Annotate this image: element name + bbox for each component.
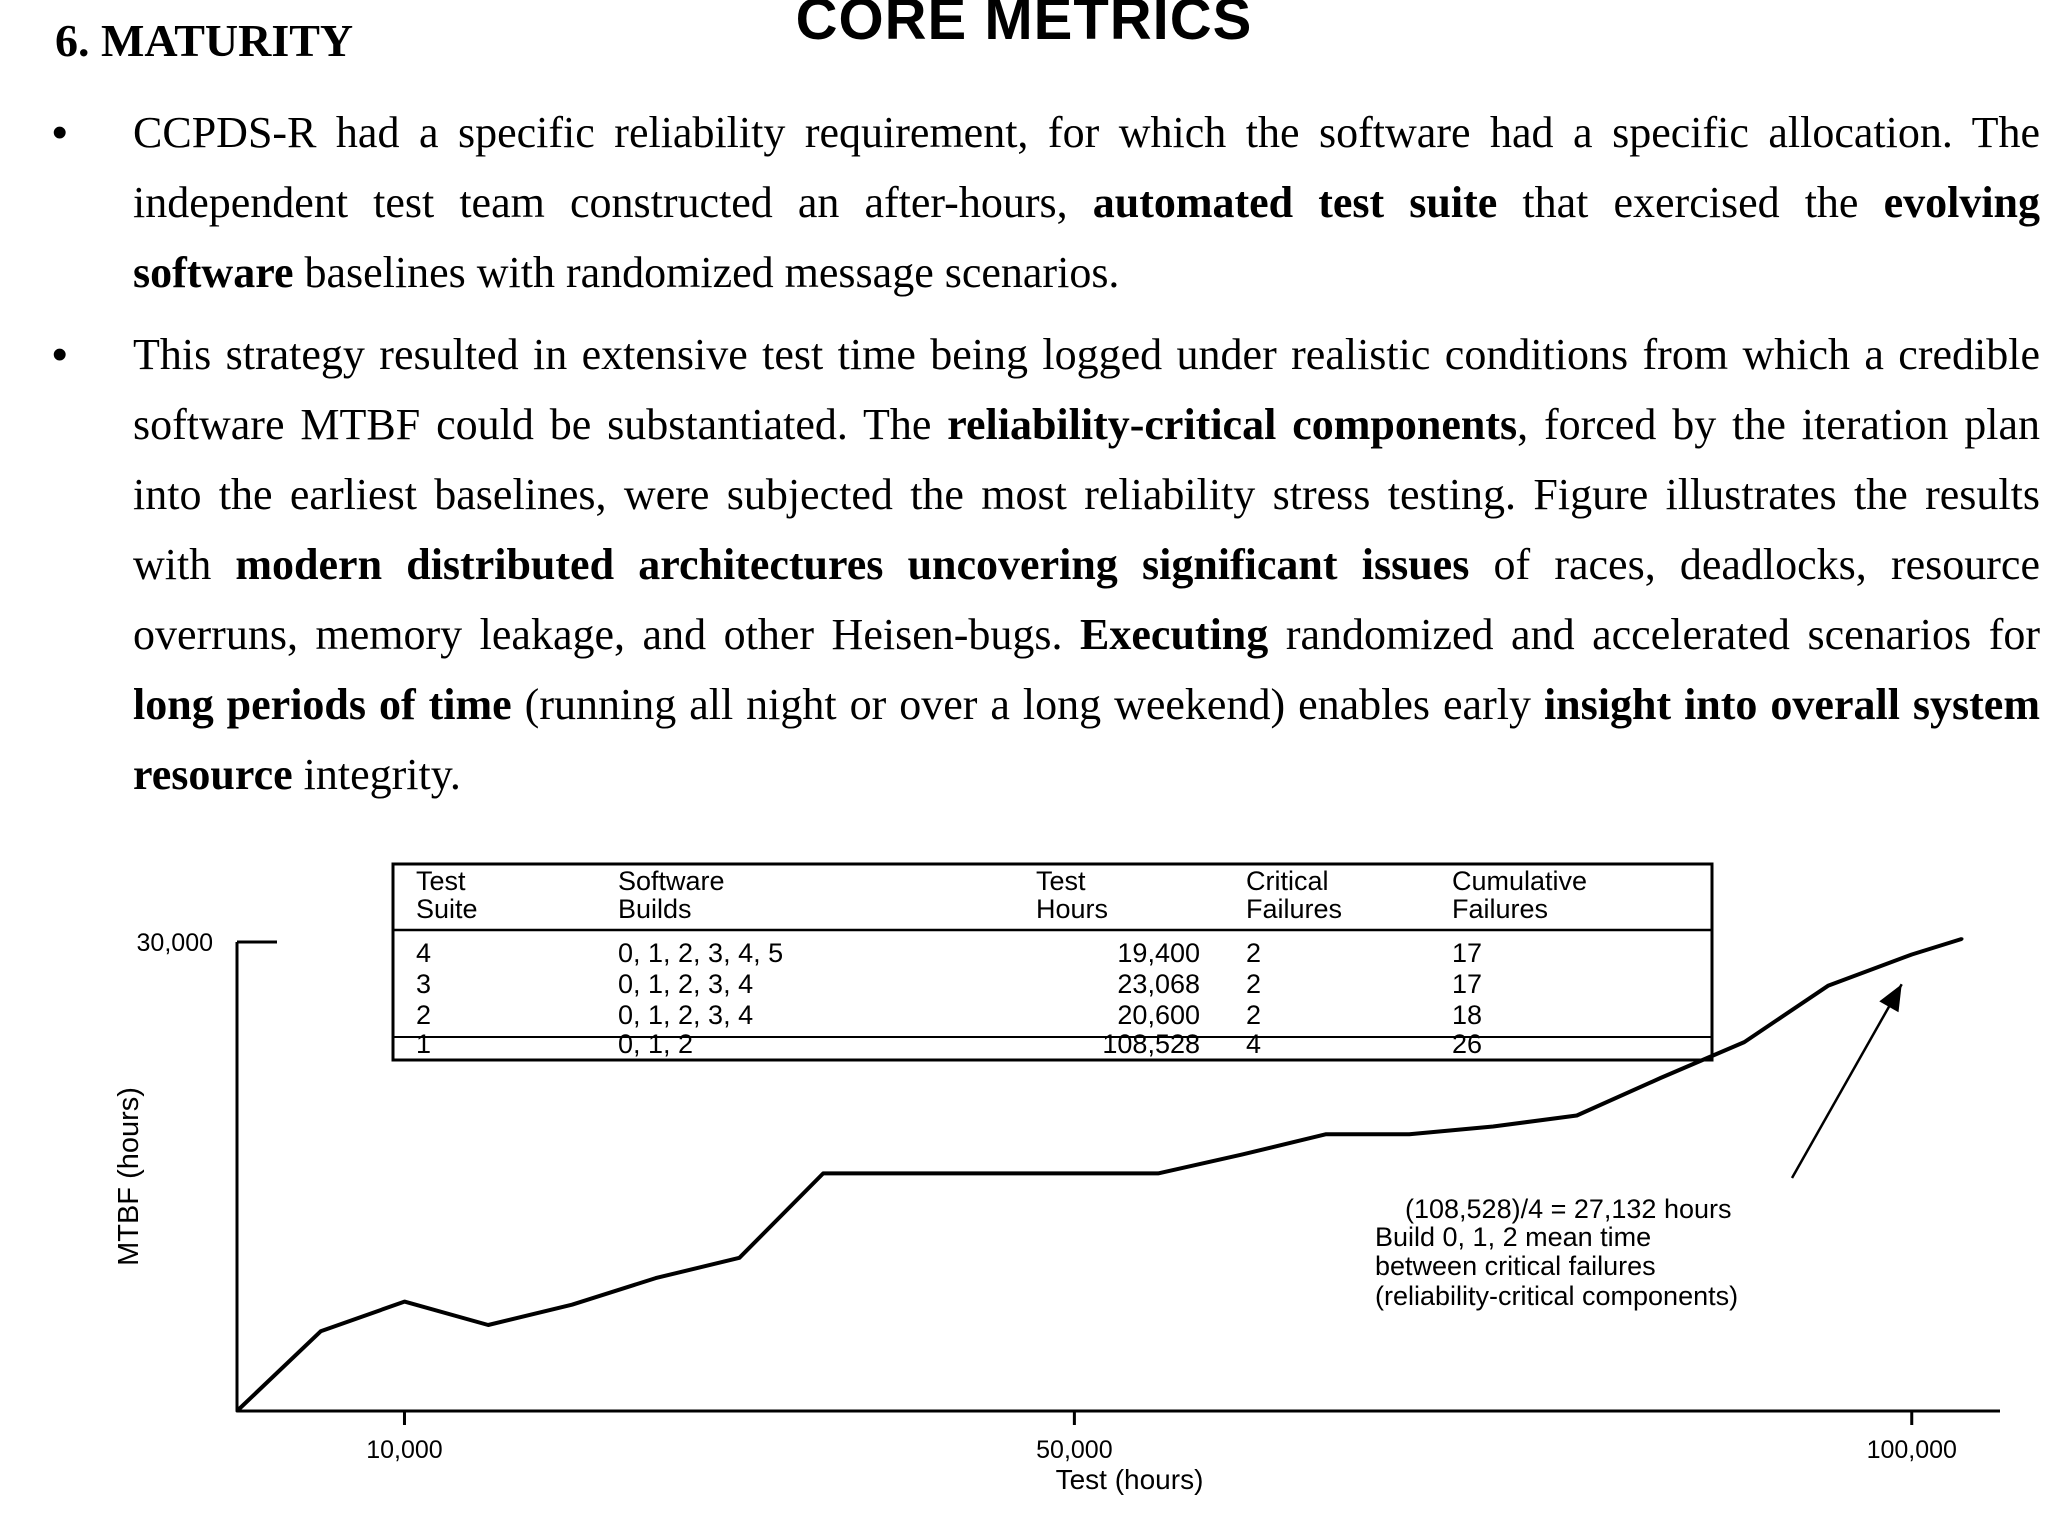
table-cell: 2 (1246, 1000, 1261, 1030)
table-cell: 19,400 (1117, 938, 1200, 968)
mtbf-data-point (570, 1303, 574, 1307)
bold-text-run: modern distributed architectures uncover… (235, 540, 1470, 589)
mtbf-data-point (1491, 1124, 1495, 1128)
text-run: CCPDS-R had a specific reliability requi… (133, 108, 2040, 227)
table-cell: 18 (1452, 1000, 1482, 1030)
text-run: This strategy resulted in extensive test… (133, 330, 2040, 449)
x-tick-label: 50,000 (1036, 1436, 1112, 1464)
mtbf-data-point (1156, 1171, 1160, 1175)
y-axis-label: MTBF (hours) (113, 1087, 145, 1266)
annotation-arrow-head (1879, 984, 1902, 1013)
table-cell: 26 (1452, 1029, 1482, 1059)
mtbf-data-point (1910, 953, 1914, 957)
annotation-text: Build 0, 1, 2 mean time (1375, 1222, 1651, 1252)
mtbf-chart: TestSuiteSoftwareBuildsTestHoursCritical… (113, 862, 2000, 1495)
mtbf-data-point (235, 1409, 239, 1413)
table-header-cell: Test (1036, 866, 1086, 896)
mtbf-data-point (1742, 1040, 1746, 1044)
table-cell: 3 (416, 969, 431, 999)
section-heading: 6. MATURITY (55, 15, 354, 66)
bold-text-run: long periods of time (133, 680, 512, 729)
table-header-cell: Suite (416, 894, 478, 924)
table-header-cell: Cumulative (1452, 866, 1587, 896)
table-cell: 0, 1, 2 (618, 1029, 693, 1059)
mtbf-data-point (1575, 1114, 1579, 1118)
mtbf-data-point (989, 1171, 993, 1175)
mtbf-data-point (1324, 1132, 1328, 1136)
table-cell: 4 (416, 938, 431, 968)
table-cell: 4 (1246, 1029, 1261, 1059)
annotation-arrow-line (1790, 983, 1903, 1179)
mtbf-series-line (235, 936, 1963, 1413)
table-header-cell: Failures (1246, 894, 1342, 924)
text-run: baselines with randomized message scenar… (293, 248, 1120, 297)
mtbf-data-point (486, 1323, 490, 1327)
slide-title: CORE METRICS (795, 0, 1253, 52)
mtbf-data-point (319, 1329, 323, 1333)
x-tick-label: 100,000 (1867, 1436, 1957, 1464)
mtbf-data-point (1826, 984, 1830, 988)
x-axis-label: Test (hours) (1056, 1464, 1204, 1495)
bullet-item: • This strategy resulted in extensive te… (0, 320, 2048, 810)
bullet-marker: • (52, 108, 68, 157)
mtbf-data-point (821, 1171, 825, 1175)
x-tick-label: 10,000 (366, 1436, 442, 1464)
annotation-text: between critical failures (1375, 1251, 1656, 1281)
table-cell: 2 (416, 1000, 431, 1030)
bullet-marker: • (52, 330, 68, 379)
mtbf-data-point (1240, 1153, 1244, 1157)
mtbf-data-point (1960, 937, 1964, 941)
table-cell: 17 (1452, 969, 1482, 999)
bold-text-run: evolving software (133, 178, 2041, 297)
text-run: integrity. (292, 750, 461, 799)
table-cell: 23,068 (1117, 969, 1200, 999)
annotation-text: (108,528)/4 = 27,132 hours (1405, 1194, 1732, 1224)
table-cell: 17 (1452, 938, 1482, 968)
bold-text-run: reliability-critical components (947, 400, 1518, 449)
table-header-cell: Critical (1246, 866, 1329, 896)
table-cell: 0, 1, 2, 3, 4, 5 (618, 938, 783, 968)
table-cell: 108,528 (1102, 1029, 1200, 1059)
table-header-cell: Builds (618, 894, 692, 924)
table-header-cell: Hours (1036, 894, 1108, 924)
mtbf-data-point (402, 1300, 406, 1304)
mtbf-data-point (1072, 1171, 1076, 1175)
mtbf-figure: Test Suite Software Builds Test Hours Critical… (0, 860, 2048, 1536)
text-run: of races, deadlocks, resource overruns, … (133, 540, 2040, 659)
bold-text-run: automated test suite (1092, 178, 1498, 227)
text-run: randomized and accelerated scenarios for (1268, 610, 2040, 659)
mtbf-data-point (1407, 1132, 1411, 1136)
table-cell: 0, 1, 2, 3, 4 (618, 1000, 753, 1030)
bold-text-run: Executing (1080, 610, 1269, 659)
table-header-cell: Failures (1452, 894, 1548, 924)
bullet-item: • CCPDS-R had a specific reliability req… (0, 98, 2048, 308)
table-cell: 20,600 (1117, 1000, 1200, 1030)
table-cell: 2 (1246, 938, 1261, 968)
text-run: that exercised the (1497, 178, 1884, 227)
table-cell: 0, 1, 2, 3, 4 (618, 969, 753, 999)
mtbf-data-point (1659, 1076, 1663, 1080)
annotation-text: (reliability-critical components) (1375, 1281, 1738, 1311)
bold-text-run: insight into overall system resource (133, 680, 2040, 799)
text-run: , forced by the iteration plan into the … (133, 400, 2040, 589)
table-header-cell: Software (618, 866, 725, 896)
table-cell: 2 (1246, 969, 1261, 999)
table-header-cell: Test (416, 866, 466, 896)
y-tick-label: 30,000 (137, 929, 213, 957)
mtbf-data-point (905, 1171, 909, 1175)
bullet-list: • CCPDS-R had a specific reliability req… (0, 98, 2048, 810)
text-run: (running all night or over a long weeken… (511, 680, 1544, 729)
mtbf-data-point (654, 1276, 658, 1280)
table-cell: 1 (416, 1029, 431, 1059)
table-border (391, 862, 1714, 1062)
mtbf-data-point (737, 1256, 741, 1260)
